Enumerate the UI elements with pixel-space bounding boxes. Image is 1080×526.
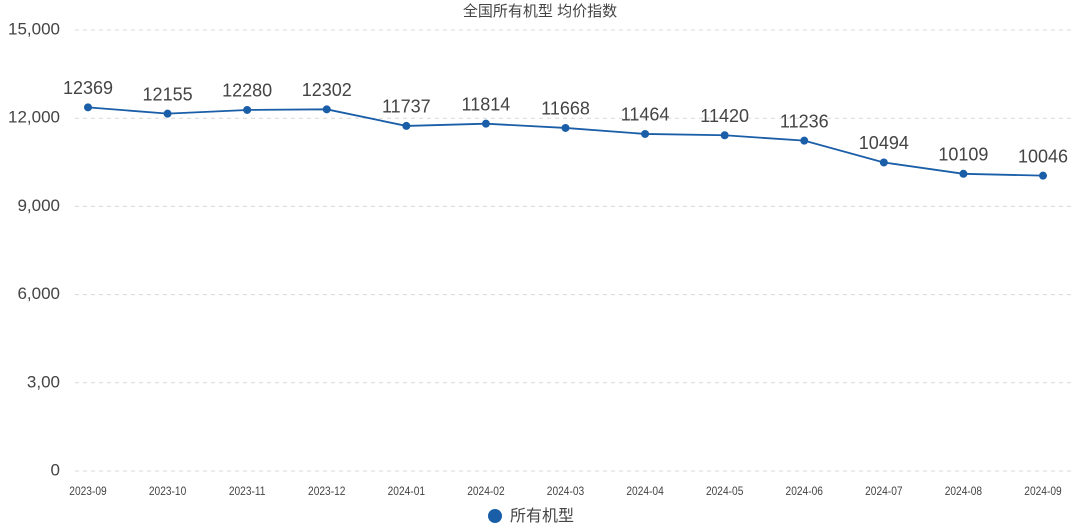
data-label: 11420 <box>700 106 749 126</box>
point <box>243 105 252 114</box>
x-tick-label: 2024-08 <box>945 485 982 498</box>
data-label: 12155 <box>143 84 193 104</box>
data-label: 11737 <box>382 97 431 117</box>
y-tick-label: 3,00 <box>27 372 60 391</box>
data-label: 11814 <box>462 94 511 114</box>
x-tick-label: 2024-06 <box>786 485 823 498</box>
x-tick-label: 2024-02 <box>467 485 504 498</box>
data-label: 10494 <box>859 133 909 153</box>
y-tick-label: 15,000 <box>8 19 60 38</box>
data-label: 10046 <box>1018 146 1068 166</box>
point <box>641 129 650 138</box>
x-tick-label: 2024-07 <box>865 485 902 498</box>
data-label: 12280 <box>222 81 272 101</box>
x-tick-label: 2023-09 <box>69 485 106 498</box>
x-tick-label: 2024-04 <box>626 485 663 498</box>
y-tick-label: 6,000 <box>17 284 60 303</box>
data-label: 12369 <box>63 78 113 98</box>
x-tick-label: 2024-03 <box>547 485 584 498</box>
data-label: 11236 <box>780 111 829 131</box>
point <box>720 131 729 140</box>
data-label: 12302 <box>302 80 352 100</box>
x-tick-label: 2024-09 <box>1024 485 1061 498</box>
x-tick-label: 2023-10 <box>149 485 186 498</box>
x-tick-label: 2023-12 <box>308 485 345 498</box>
legend-label: 所有机型 <box>510 507 574 525</box>
point <box>163 109 172 118</box>
y-tick-label: 0 <box>51 460 60 479</box>
point <box>959 169 968 178</box>
point <box>84 103 92 112</box>
point <box>561 123 570 132</box>
point <box>481 119 490 128</box>
x-tick-label: 2024-01 <box>388 485 425 498</box>
x-tick-label: 2024-05 <box>706 485 743 498</box>
point <box>800 136 809 145</box>
chart-title: 全国所有机型 均价指数 <box>463 2 617 20</box>
data-label: 11668 <box>541 99 590 119</box>
y-tick-label: 9,000 <box>17 196 60 215</box>
point <box>322 105 331 114</box>
y-tick-label: 12,000 <box>8 108 60 127</box>
data-label: 11464 <box>621 105 670 125</box>
point <box>402 121 411 130</box>
legend-marker <box>488 509 502 523</box>
x-tick-label: 2023-11 <box>229 485 266 498</box>
data-label: 10109 <box>938 145 988 165</box>
point <box>1039 171 1047 180</box>
point <box>879 158 888 167</box>
